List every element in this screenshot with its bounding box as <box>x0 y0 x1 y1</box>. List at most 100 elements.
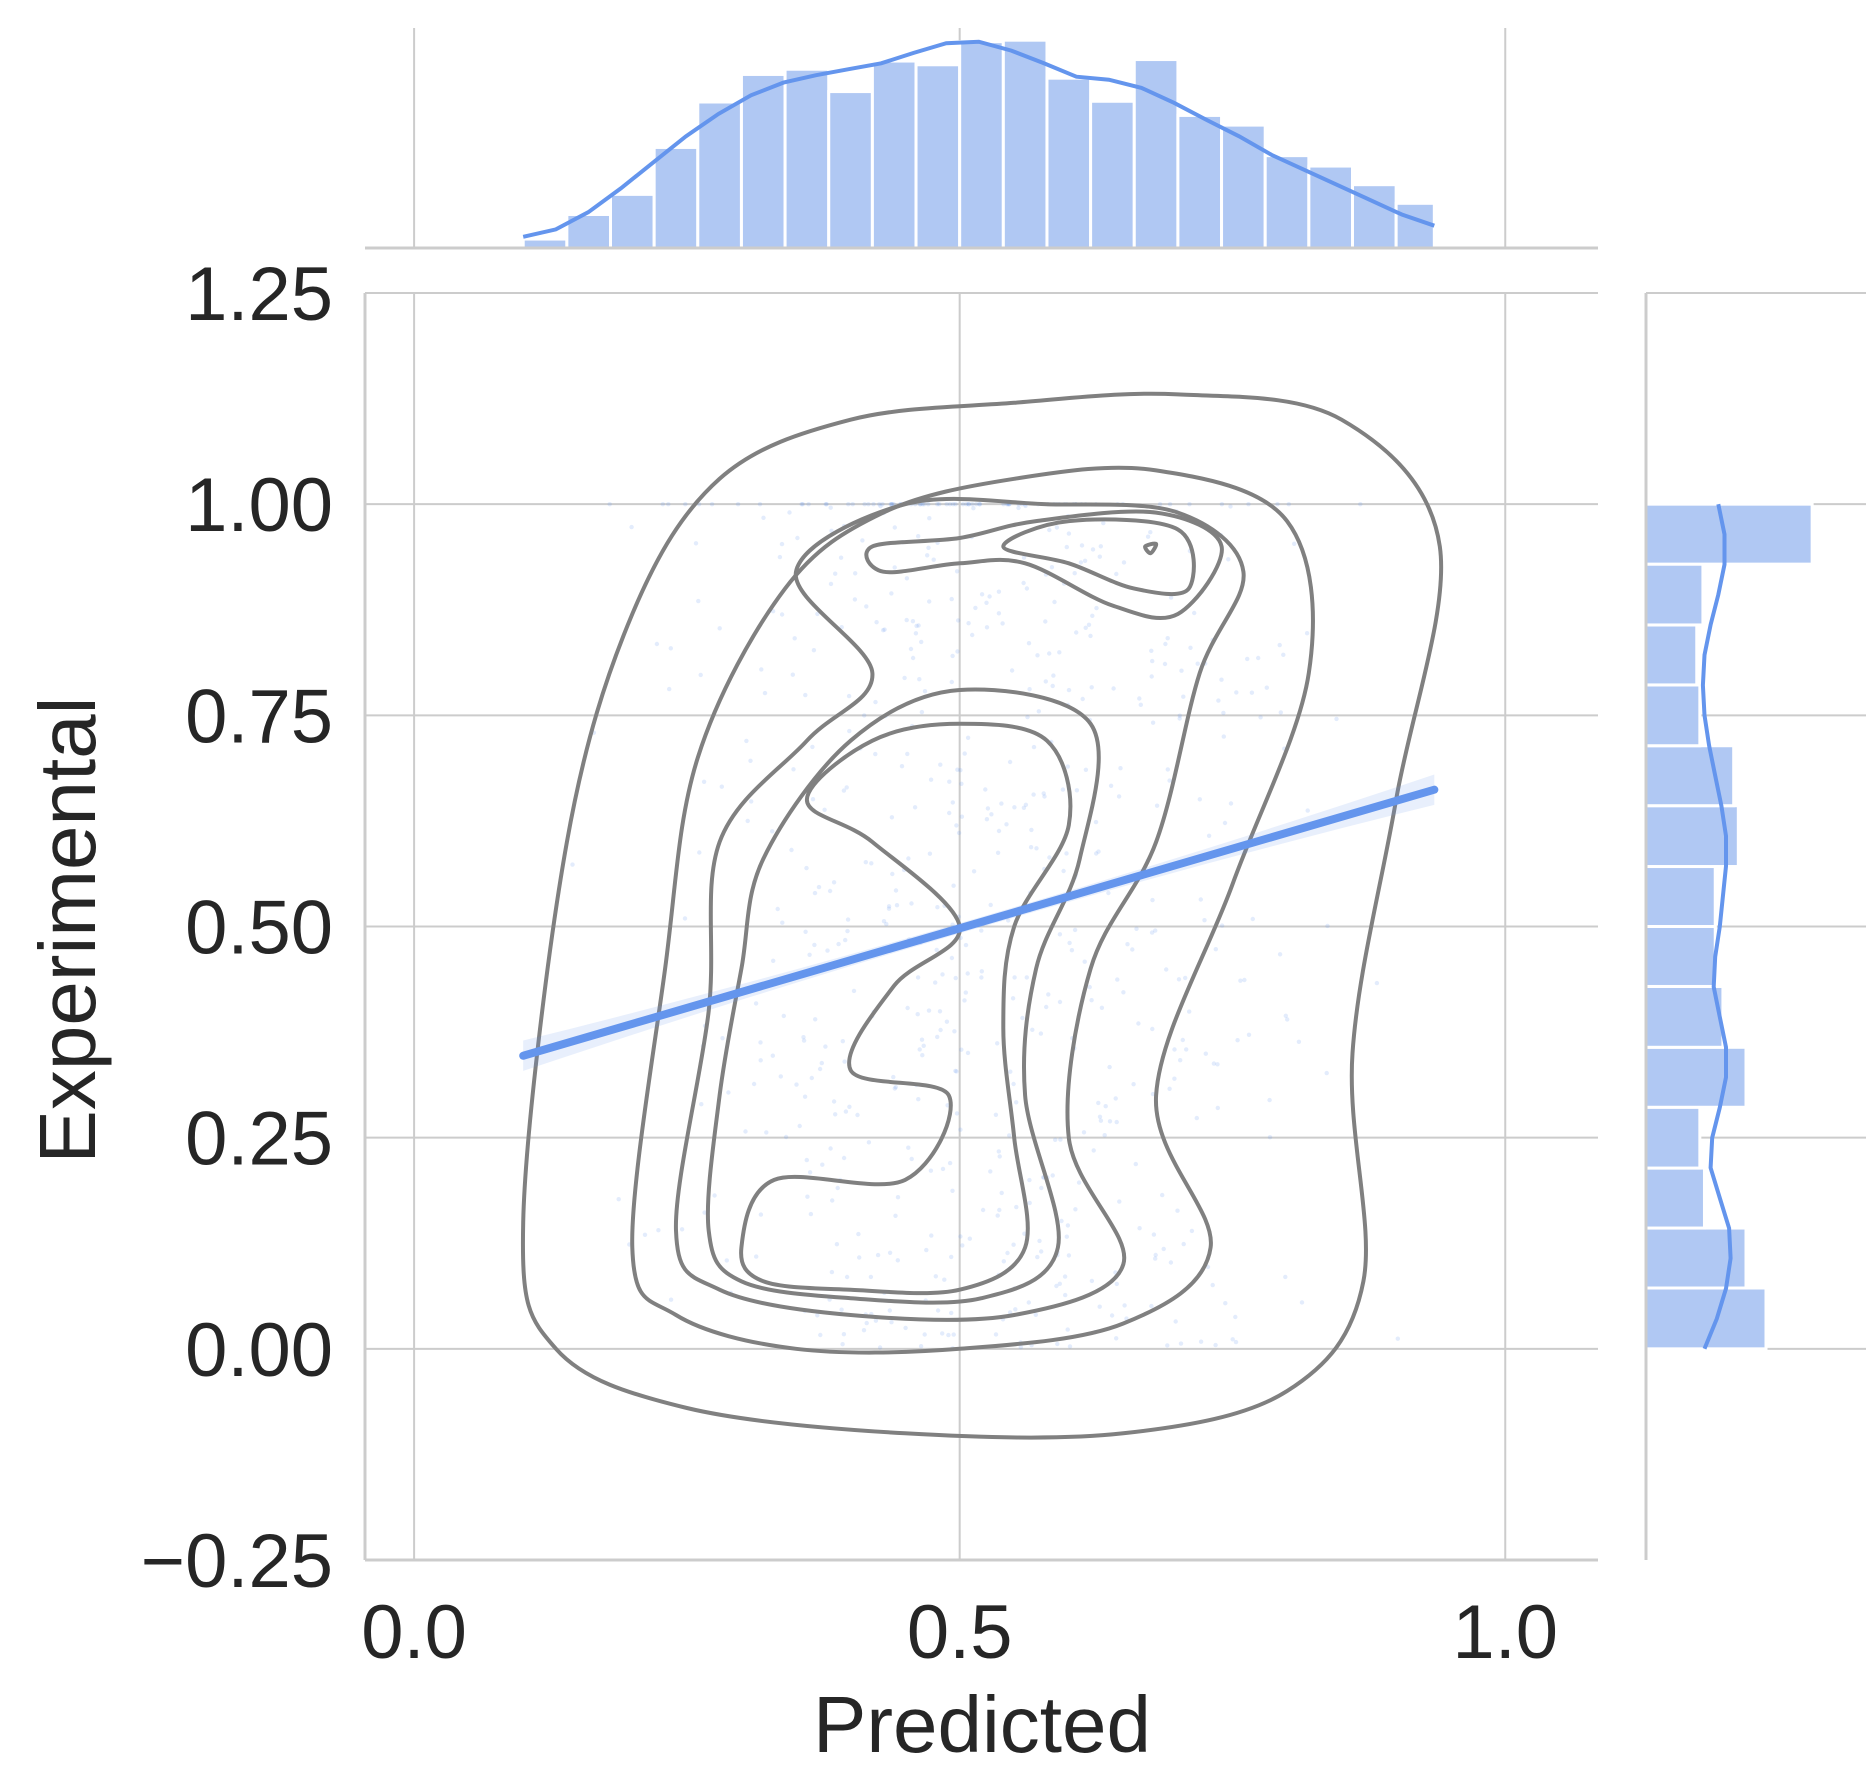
scatter-point <box>891 1074 896 1080</box>
scatter-point <box>1021 805 1027 810</box>
scatter-point <box>970 502 975 507</box>
scatter-point <box>1233 1339 1239 1345</box>
scatter-point <box>1038 1031 1044 1036</box>
scatter-point <box>726 1090 731 1095</box>
marginal-y-bar <box>1644 865 1717 929</box>
scatter-point <box>1043 619 1048 624</box>
scatter-point <box>1117 1199 1122 1204</box>
scatter-point <box>925 553 930 558</box>
scatter-point <box>808 1211 814 1217</box>
scatter-point <box>802 1094 808 1099</box>
scatter-point <box>933 980 938 985</box>
scatter-point <box>1055 1341 1060 1347</box>
y-tick-label: 0.25 <box>185 1097 333 1182</box>
scatter-point <box>751 1081 757 1087</box>
scatter-point <box>945 1103 950 1108</box>
scatter-point <box>952 1029 957 1034</box>
scatter-point <box>878 503 883 509</box>
scatter-point <box>1047 527 1052 533</box>
scatter-point <box>960 502 966 507</box>
scatter-point <box>804 865 809 871</box>
scatter-point <box>1020 1015 1025 1021</box>
scatter-point <box>1086 622 1092 627</box>
scatter-point <box>893 888 899 893</box>
scatter-point <box>1213 1342 1218 1348</box>
scatter-point <box>877 1345 883 1350</box>
scatter-point <box>995 1213 1000 1218</box>
scatter-point <box>949 1254 954 1260</box>
scatter-point <box>1007 1133 1012 1138</box>
y-tick-label: −0.25 <box>141 1519 333 1604</box>
scatter-point <box>833 571 838 576</box>
scatter-point <box>1219 502 1225 507</box>
scatter-point <box>988 1169 993 1174</box>
scatter-point <box>1177 713 1183 718</box>
scatter-point <box>940 1166 946 1172</box>
scatter-point <box>1250 916 1256 922</box>
scatter-point <box>1179 668 1184 673</box>
scatter-point <box>696 598 701 604</box>
scatter-point <box>886 904 892 909</box>
scatter-point <box>913 631 919 636</box>
kde-contour <box>1001 517 1196 597</box>
scatter-point <box>922 689 928 694</box>
scatter-point <box>1036 709 1042 714</box>
marginal-x-bar <box>1001 38 1049 250</box>
y-tick-label: 1.00 <box>185 463 333 548</box>
scatter-point <box>1192 610 1197 616</box>
scatter-point <box>1098 544 1104 549</box>
scatter-point <box>1097 1304 1102 1309</box>
scatter-point <box>871 502 876 507</box>
scatter-point <box>946 1332 951 1338</box>
scatter-point <box>895 1195 901 1200</box>
scatter-point <box>887 1308 892 1313</box>
scatter-point <box>1131 1082 1136 1087</box>
scatter-point <box>709 502 715 507</box>
kde-contours <box>520 391 1444 1440</box>
scatter-point <box>926 545 931 550</box>
scatter-point <box>1026 1300 1032 1305</box>
scatter-point <box>799 502 804 507</box>
scatter-point <box>973 605 978 611</box>
scatter-point <box>1187 502 1192 507</box>
scatter-point <box>1065 1327 1070 1332</box>
scatter-point <box>833 1112 838 1117</box>
marginal-x-bar <box>1220 123 1267 250</box>
scatter-point <box>781 1013 786 1019</box>
scatter-point <box>1009 668 1015 673</box>
scatter-point <box>935 1308 941 1313</box>
scatter-point <box>880 502 885 507</box>
scatter-point <box>959 1047 964 1052</box>
scatter-point <box>758 1040 763 1045</box>
scatter-point <box>1076 1180 1082 1185</box>
scatter-point <box>1099 1005 1105 1010</box>
scatter-point <box>983 787 988 792</box>
scatter-point <box>996 611 1002 616</box>
kde-contour <box>630 465 1315 1355</box>
scatter-point <box>1172 1047 1177 1052</box>
scatter-point <box>971 869 977 874</box>
marginal-y-bar <box>1644 1286 1768 1351</box>
scatter-point <box>1024 975 1030 980</box>
scatter-point <box>958 768 963 773</box>
scatter-point <box>864 1320 869 1326</box>
scatter-point <box>950 800 955 805</box>
scatter-point <box>735 502 741 507</box>
scatter-point <box>1089 1278 1095 1284</box>
scatter-point <box>1007 1310 1013 1315</box>
scatter-point <box>914 623 919 629</box>
scatter-point <box>1101 520 1106 526</box>
scatter-point <box>1078 560 1084 565</box>
scatter-point <box>989 812 994 817</box>
scatter-point <box>920 502 925 507</box>
scatter-point <box>1107 1064 1112 1070</box>
scatter-point <box>997 1207 1002 1213</box>
scatter-point <box>956 618 961 623</box>
scatter-point <box>996 589 1002 594</box>
scatter-point <box>889 591 894 596</box>
scatter-point <box>1097 554 1103 559</box>
scatter-point <box>1285 1017 1290 1022</box>
scatter-point <box>892 565 897 570</box>
scatter-point <box>806 502 811 507</box>
